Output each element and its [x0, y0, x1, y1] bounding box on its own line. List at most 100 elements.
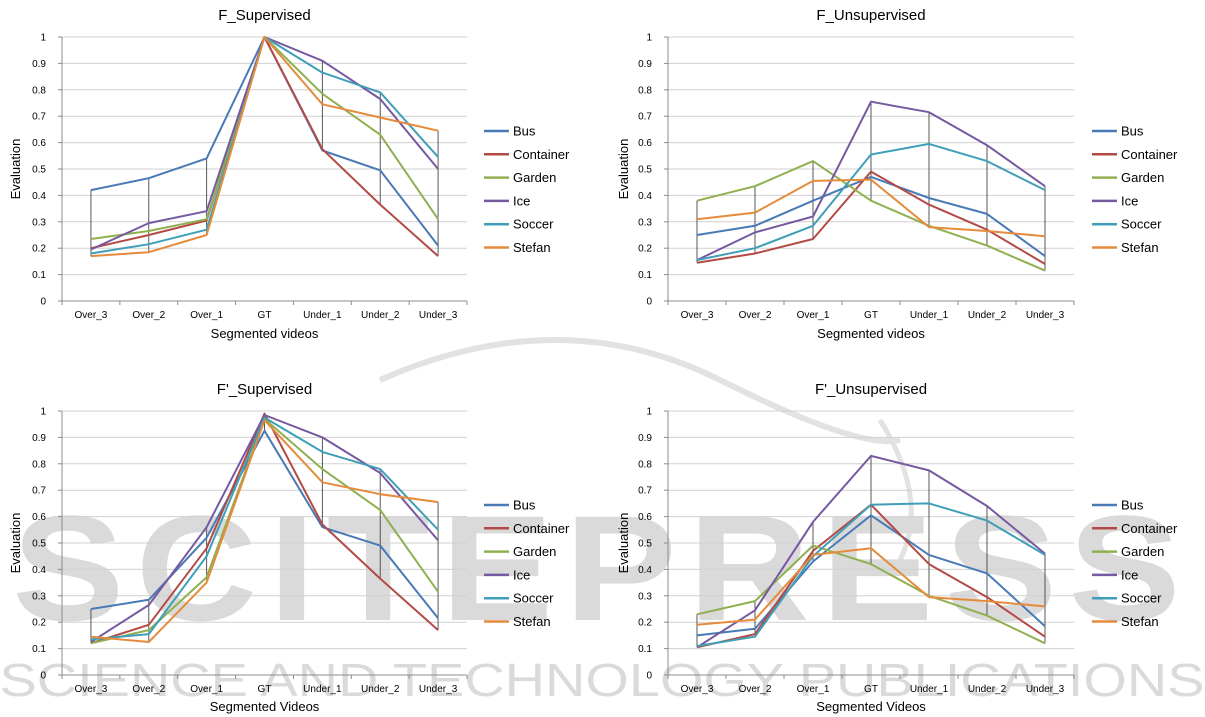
legend-label: Bus [1121, 498, 1144, 513]
chart-panel: F_Supervised 0 0.1 0.2 0.3 0.4 0.5 0.6 0.7 0.8 0.9… [8, 7, 570, 341]
x-tick-label: Under_2 [361, 684, 400, 695]
x-tick-label: Under_3 [1026, 684, 1065, 695]
legend-label: Garden [1121, 170, 1164, 185]
legend-label: Garden [513, 170, 556, 185]
y-tick-label: 0.7 [32, 486, 46, 497]
y-tick-label: 0.5 [32, 539, 46, 550]
chart-panel: F'_Supervised 0 0.1 0.2 0.3 0.4 0.5 0.6 0.7 0.8 0.… [8, 381, 570, 714]
watermark: SCITEPRESS SCIENCE AND TECHNOLOGY PUBLIC… [0, 337, 1205, 706]
series-line-bus [696, 514, 1046, 637]
y-tick-label: 0.4 [638, 565, 652, 576]
x-tick-label: Over_1 [190, 310, 223, 321]
x-tick-label: Under_1 [910, 684, 949, 695]
watermark-subtitle: SCIENCE AND TECHNOLOGY PUBLICATIONS [0, 654, 1205, 706]
series-line-stefan [90, 419, 439, 643]
x-axis-label: Segmented videos [817, 326, 925, 341]
x-tick-label: Under_3 [1026, 310, 1065, 321]
series-line-garden [696, 160, 1046, 272]
legend: Bus Container Garden Ice Soccer Stefan [1092, 124, 1178, 255]
legend-label: Soccer [1121, 217, 1162, 232]
legend-label: Stefan [513, 240, 551, 255]
x-tick-label: Over_1 [797, 684, 830, 695]
legend-label: Garden [1121, 544, 1164, 559]
x-tick-label: Under_3 [419, 684, 458, 695]
legend-label: Container [1121, 521, 1178, 536]
legend-label: Soccer [513, 217, 554, 232]
y-tick-label: 0.1 [638, 270, 652, 281]
x-tick-label: Over_1 [797, 310, 830, 321]
y-tick-label: 0.4 [32, 565, 46, 576]
x-tick-label: GT [258, 684, 272, 695]
y-axis-label: Evaluation [8, 513, 23, 574]
y-tick-label: 0 [646, 297, 652, 308]
x-tick-label: Under_1 [303, 310, 342, 321]
x-tick-label: Over_3 [681, 310, 714, 321]
legend-label: Stefan [1121, 614, 1159, 629]
y-tick-label: 0.6 [638, 138, 652, 149]
watermark-text: SCITEPRESS [12, 484, 1192, 652]
x-tick-label: Over_3 [75, 684, 108, 695]
y-tick-label: 0.6 [32, 512, 46, 523]
legend-label: Container [513, 521, 570, 536]
series-line-ice [90, 414, 439, 643]
x-tick-label: Over_3 [75, 310, 108, 321]
y-tick-label: 0.8 [638, 85, 652, 96]
y-tick-label: 0.6 [32, 138, 46, 149]
legend-label: Bus [513, 124, 536, 139]
legend-label: Ice [513, 567, 530, 582]
chart-panel: F'_Unsupervised 0 0.1 0.2 0.3 0.4 0.5 0.6 0.7 0.8… [616, 381, 1178, 714]
series-line-soccer [696, 142, 1046, 262]
chart-title: F'_Supervised [217, 381, 312, 398]
series-line-ice [696, 100, 1046, 262]
series-line-bus [696, 175, 1046, 257]
x-tick-label: GT [864, 684, 878, 695]
y-tick-label: 0 [646, 671, 652, 682]
legend-label: Soccer [513, 591, 554, 606]
y-tick-label: 0.7 [638, 486, 652, 497]
legend-label: Ice [1121, 193, 1138, 208]
y-tick-label: 0.4 [638, 191, 652, 202]
series-line-stefan [90, 36, 439, 258]
watermark-swoosh [378, 337, 901, 445]
legend-label: Container [513, 147, 570, 162]
legend: Bus Container Garden Ice Soccer Stefan [484, 498, 570, 629]
y-tick-label: 0.5 [32, 165, 46, 176]
legend: Bus Container Garden Ice Soccer Stefan [1092, 498, 1178, 629]
y-tick-label: 0.5 [638, 165, 652, 176]
series-line-bus [90, 36, 439, 247]
y-tick-label: 0.3 [32, 591, 46, 602]
watermark-swoosh-2 [877, 418, 914, 562]
y-tick-label: 1 [646, 407, 652, 418]
x-tick-label: Over_2 [132, 310, 165, 321]
y-tick-label: 0.9 [638, 433, 652, 444]
series-line-ice [696, 454, 1046, 649]
x-tick-label: Over_1 [190, 684, 223, 695]
y-tick-label: 0 [40, 671, 46, 682]
y-tick-label: 0.3 [32, 217, 46, 228]
series-line-soccer [90, 36, 439, 255]
series-line-container [696, 170, 1046, 265]
y-tick-label: 0.8 [638, 459, 652, 470]
series-line-soccer [696, 502, 1046, 647]
legend: Bus Container Garden Ice Soccer Stefan [484, 124, 570, 255]
y-tick-label: 0 [40, 297, 46, 308]
legend-label: Garden [513, 544, 556, 559]
chart-title: F_Supervised [218, 7, 311, 24]
legend-label: Bus [1121, 124, 1144, 139]
y-tick-label: 0.5 [638, 539, 652, 550]
y-tick-label: 0.9 [32, 59, 46, 70]
y-axis-label: Evaluation [616, 513, 631, 574]
x-tick-label: Under_2 [361, 310, 400, 321]
x-tick-label: Under_1 [303, 684, 342, 695]
y-tick-label: 0.3 [638, 591, 652, 602]
y-tick-label: 1 [40, 33, 46, 44]
x-tick-label: GT [864, 310, 878, 321]
legend-label: Bus [513, 498, 536, 513]
chart-title: F'_Unsupervised [815, 381, 927, 398]
y-tick-label: 0.1 [32, 270, 46, 281]
x-axis-label: Segmented videos [211, 326, 319, 341]
legend-label: Stefan [1121, 240, 1159, 255]
x-tick-label: Under_1 [910, 310, 949, 321]
chart-panel: F_Unsupervised 0 0.1 0.2 0.3 0.4 0.5 0.6 0.7 0.8 0… [616, 7, 1178, 341]
y-tick-label: 0.7 [638, 112, 652, 123]
